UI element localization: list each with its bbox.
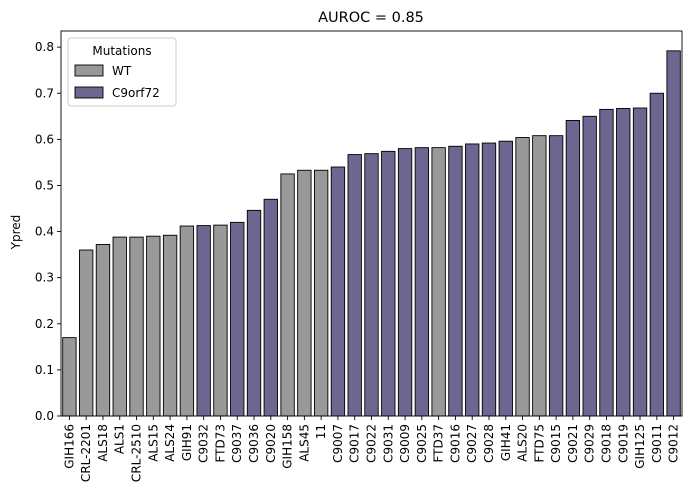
bar-c9017 — [347, 154, 362, 417]
bar-11 — [313, 169, 329, 417]
x-tick-label: ALS20 — [516, 424, 530, 462]
x-tick-label: ALS1 — [113, 424, 127, 454]
y-tick-label: 0.4 — [35, 225, 54, 239]
bar-als20 — [515, 137, 530, 417]
x-tick-label: C9018 — [599, 424, 613, 463]
plot-frame — [60, 30, 683, 417]
bar-crl-2201 — [79, 249, 94, 417]
bar-c9028 — [481, 142, 497, 417]
bar-c9012 — [666, 50, 681, 417]
bar-c9009 — [397, 148, 413, 417]
x-tick-label: C9032 — [197, 424, 211, 463]
x-tick-label: GIH41 — [499, 424, 513, 461]
legend-swatch-c9orf72 — [74, 86, 104, 99]
bar-c9032 — [196, 225, 211, 417]
x-tick-label: CRL-2201 — [79, 424, 93, 482]
bar-ftd73 — [213, 224, 228, 417]
bar-als24 — [162, 234, 178, 417]
bar-als18 — [95, 244, 111, 417]
y-axis-label: Ypred — [9, 215, 23, 251]
legend-label-c9orf72: C9orf72 — [112, 86, 160, 100]
x-tick-label: GIH166 — [62, 424, 76, 469]
bar-ftd75 — [532, 135, 547, 417]
bars-group — [62, 50, 681, 417]
bar-c9007 — [330, 166, 346, 417]
x-tick-label: GIH125 — [633, 424, 647, 469]
x-tick-label: C9007 — [331, 424, 345, 463]
bar-als15 — [146, 235, 161, 417]
bar-c9021 — [565, 119, 581, 417]
x-tick-label: FTD37 — [432, 424, 446, 463]
bar-c9029 — [582, 115, 597, 417]
bar-crl-2510 — [129, 236, 144, 417]
x-tick-label: FTD75 — [532, 424, 546, 463]
x-tick-label: C9012 — [667, 424, 681, 463]
x-tick-label: ALS24 — [163, 424, 177, 462]
x-tick-label: 11 — [314, 424, 328, 439]
bar-c9020 — [263, 198, 278, 417]
x-tick-label: FTD73 — [213, 424, 227, 463]
x-tick-label: C9019 — [616, 424, 630, 463]
x-tick-label: C9015 — [549, 424, 563, 463]
bar-gih91 — [179, 225, 195, 417]
bar-gih125 — [632, 107, 648, 417]
x-axis: GIH166 CRL-2201 ALS18 ALS1 CRL-2510 ALS15 ALS2… — [62, 416, 681, 482]
bar-c9019 — [616, 108, 631, 417]
x-tick-label: C9009 — [398, 424, 412, 463]
x-tick-label: C9017 — [348, 424, 362, 463]
legend-swatch-wt — [74, 64, 104, 77]
x-tick-label: C9011 — [650, 424, 664, 463]
y-tick-label: 0.6 — [35, 132, 54, 146]
legend-label-wt: WT — [112, 64, 132, 78]
x-tick-label: CRL-2510 — [130, 424, 144, 482]
bar-c9022 — [364, 153, 379, 417]
x-tick-label: C9021 — [566, 424, 580, 463]
bar-c9027 — [465, 143, 480, 417]
bar-gih41 — [498, 140, 513, 417]
bar-ftd37 — [431, 147, 446, 417]
y-tick-label: 0.5 — [35, 178, 54, 192]
bar-c9025 — [414, 147, 430, 417]
x-tick-label: C9027 — [465, 424, 479, 463]
bar-c9011 — [649, 92, 664, 417]
bar-gih158 — [280, 173, 295, 417]
bar-c9037 — [230, 221, 245, 417]
x-tick-label: C9029 — [583, 424, 597, 463]
bar-als1 — [112, 236, 127, 417]
bar-c9015 — [548, 135, 564, 417]
x-tick-label: C9037 — [230, 424, 244, 463]
legend-title: Mutations — [92, 44, 151, 58]
bar-c9018 — [599, 108, 614, 417]
x-tick-label: GIH91 — [180, 424, 194, 461]
y-tick-label: 0.0 — [35, 409, 54, 423]
x-tick-label: C9022 — [365, 424, 379, 463]
bar-gih166 — [62, 337, 77, 417]
bar-c9031 — [381, 150, 396, 417]
x-tick-label: C9031 — [381, 424, 395, 463]
legend: Mutations WT C9orf72 — [67, 37, 177, 107]
y-tick-label: 0.3 — [35, 271, 54, 285]
x-tick-label: ALS45 — [297, 424, 311, 462]
y-tick-label: 0.1 — [35, 363, 54, 377]
x-tick-label: C9025 — [415, 424, 429, 463]
x-tick-label: C9016 — [448, 424, 462, 463]
chart-title: AUROC = 0.85 — [318, 10, 424, 26]
y-tick-label: 0.7 — [35, 86, 54, 100]
y-tick-label: 0.2 — [35, 317, 54, 331]
bar-c9016 — [448, 145, 463, 417]
bar-als45 — [297, 169, 312, 417]
x-tick-label: ALS15 — [146, 424, 160, 462]
x-tick-label: C9028 — [482, 424, 496, 463]
x-tick-label: GIH158 — [281, 424, 295, 469]
y-tick-label: 0.8 — [35, 40, 54, 54]
x-tick-label: C9036 — [247, 424, 261, 463]
y-axis: 0.0 0.1 0.2 0.3 0.4 0.5 0.6 0.7 0.8 — [35, 40, 61, 423]
x-tick-label: ALS18 — [96, 424, 110, 462]
bar-c9036 — [246, 209, 262, 417]
x-tick-label: C9020 — [264, 424, 278, 463]
